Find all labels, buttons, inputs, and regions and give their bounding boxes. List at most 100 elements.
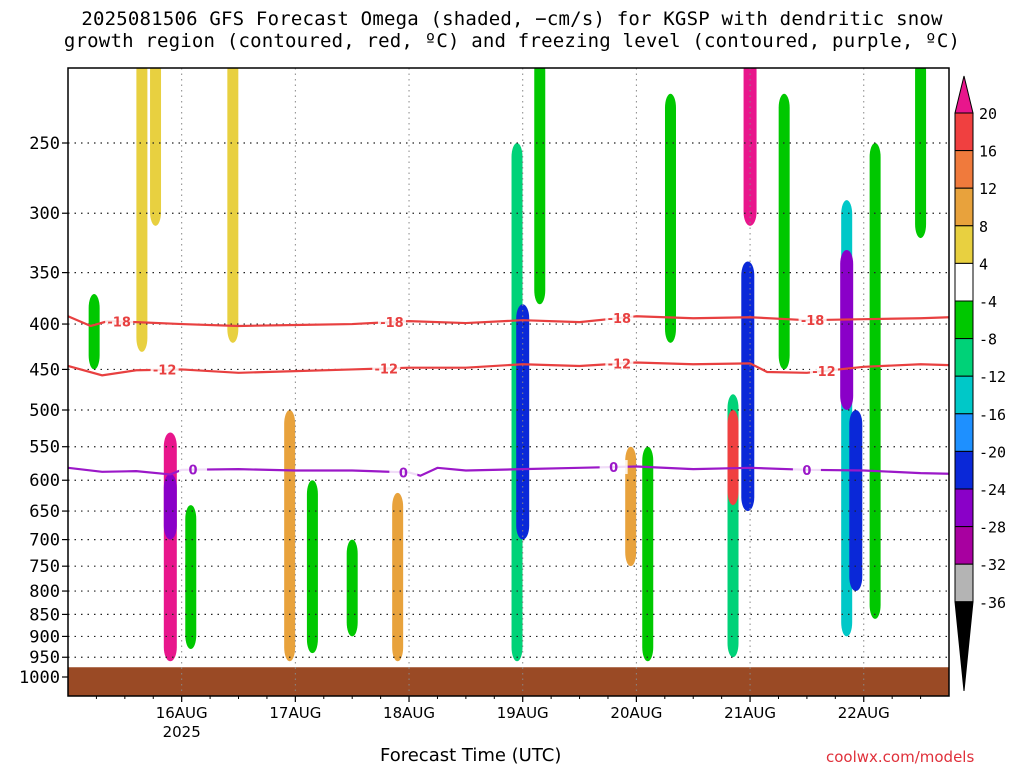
y-tick-label: 250	[29, 134, 60, 154]
omega-shading-cell	[664, 93, 676, 343]
omega-shading-cell	[185, 505, 197, 650]
omega-shading-cell	[534, 68, 546, 305]
y-tick-label: 500	[29, 401, 60, 421]
y-axis: 2503003504004505005506006507007508008509…	[19, 134, 68, 688]
omega-shading-cell	[346, 539, 358, 637]
omega-shading-cell	[284, 410, 296, 662]
contour-label: -18	[608, 312, 632, 327]
contour-label-bg	[809, 364, 838, 379]
colorbar-label: -36	[979, 594, 1006, 612]
x-tick-label: 18AUG	[383, 704, 435, 722]
colorbar-label: 12	[979, 180, 997, 198]
colorbar-label: -16	[979, 406, 1006, 424]
colorbar-swatch	[954, 488, 974, 528]
y-tick-label: 450	[29, 360, 60, 380]
colorbar-swatch	[954, 112, 974, 152]
contour-label-bg	[599, 460, 628, 475]
y-tick-label: 850	[29, 605, 60, 625]
chart-title: 2025081506 GFS Forecast Omega (shaded, −…	[0, 8, 1024, 52]
contour-label: -12	[153, 364, 177, 379]
colorbar-swatch	[954, 375, 974, 415]
omega-shading-cell	[727, 410, 739, 506]
y-tick-label: 950	[29, 648, 60, 668]
colorbar-label: 8	[979, 218, 988, 236]
y-tick-label: 1000	[19, 668, 60, 688]
colorbar-label: 4	[979, 255, 988, 273]
contour-label: 0	[802, 464, 811, 479]
contour-label-bg	[179, 462, 208, 477]
omega-shading-cell	[743, 68, 757, 226]
contour-label-bg	[389, 465, 418, 480]
omega-shading-cell	[227, 68, 239, 343]
y-tick-label: 400	[29, 315, 60, 335]
contour-label-bg	[605, 311, 634, 326]
omega-shading-cell	[778, 93, 790, 370]
y-tick-label: 350	[29, 264, 60, 284]
omega-shading-layer	[88, 68, 927, 662]
y-tick-label: 300	[29, 204, 60, 224]
contour-label: 0	[399, 466, 408, 481]
contour-line	[67, 361, 950, 377]
contour-label: -18	[107, 316, 131, 331]
y-tick-label: 650	[29, 502, 60, 522]
omega-shading-cell	[840, 249, 854, 410]
contour-label: 0	[189, 464, 198, 479]
colorbar-swatch	[954, 225, 974, 264]
omega-shading-cell	[625, 446, 637, 567]
credit-link[interactable]: coolwx.com/models	[826, 748, 975, 766]
ground-layer	[68, 667, 949, 696]
grid-layer	[68, 68, 949, 696]
plot-frame	[67, 67, 950, 697]
x-axis-label: Forecast Time (UTC)	[380, 745, 562, 766]
colorbar-label: 16	[979, 143, 997, 161]
colorbar-swatch	[954, 300, 974, 340]
contour-label: -12	[375, 362, 399, 377]
colorbar-label: 20	[979, 105, 997, 123]
y-tick-label: 900	[29, 627, 60, 647]
chart-title-line2: growth region (contoured, red, ºC) and f…	[63, 30, 961, 52]
omega-shading-cell	[163, 473, 177, 540]
omega-shading-cell	[915, 68, 927, 239]
y-tick-label: 800	[29, 582, 60, 602]
colorbar: 20 16 12 8 4 -4 -8 -12 -16 -20 -24 -28 -32 -36	[954, 75, 1006, 692]
omega-shading-cell	[392, 492, 404, 662]
ground-fill	[68, 667, 949, 696]
omega-shading-cell	[741, 261, 755, 512]
contour-label: 0	[609, 461, 618, 476]
omega-shading-cell	[88, 294, 100, 370]
contour-label: -12	[812, 365, 836, 380]
colorbar-swatch	[954, 450, 974, 490]
omega-shading-cell	[642, 446, 654, 662]
y-tick-label: 750	[29, 557, 60, 577]
y-tick-label: 700	[29, 531, 60, 551]
omega-shading-group	[88, 68, 927, 662]
x-tick-label: 16AUG	[156, 704, 208, 722]
colorbar-label: -20	[979, 443, 1006, 461]
omega-shading-cell	[306, 480, 318, 654]
y-tick-label: 550	[29, 438, 60, 458]
colorbar-label: -8	[979, 331, 997, 349]
colorbar-top-arrow	[954, 75, 974, 114]
colorbar-swatch	[954, 526, 974, 565]
x-tick-label: 21AUG	[724, 704, 776, 722]
x-tick-label: 20AUG	[610, 704, 662, 722]
colorbar-swatch	[954, 338, 974, 377]
x-tick-label: 17AUG	[269, 704, 321, 722]
contour-label: -18	[380, 316, 404, 331]
contour-label-bg	[605, 356, 634, 371]
colorbar-swatch	[954, 563, 974, 603]
omega-shading-cell	[150, 68, 162, 226]
contour-line	[67, 465, 950, 477]
contour-label-bg	[372, 361, 401, 376]
colorbar-swatch	[954, 187, 974, 227]
omega-shading-cell	[849, 410, 863, 592]
omega-shading-cell	[869, 143, 881, 619]
contour-label-bg	[792, 462, 821, 477]
omega-shading-cell	[136, 68, 148, 352]
contour-label-bg	[150, 362, 179, 377]
colorbar-swatch	[954, 262, 974, 302]
contour-label: -18	[801, 314, 825, 329]
contour-label: -12	[608, 358, 632, 373]
